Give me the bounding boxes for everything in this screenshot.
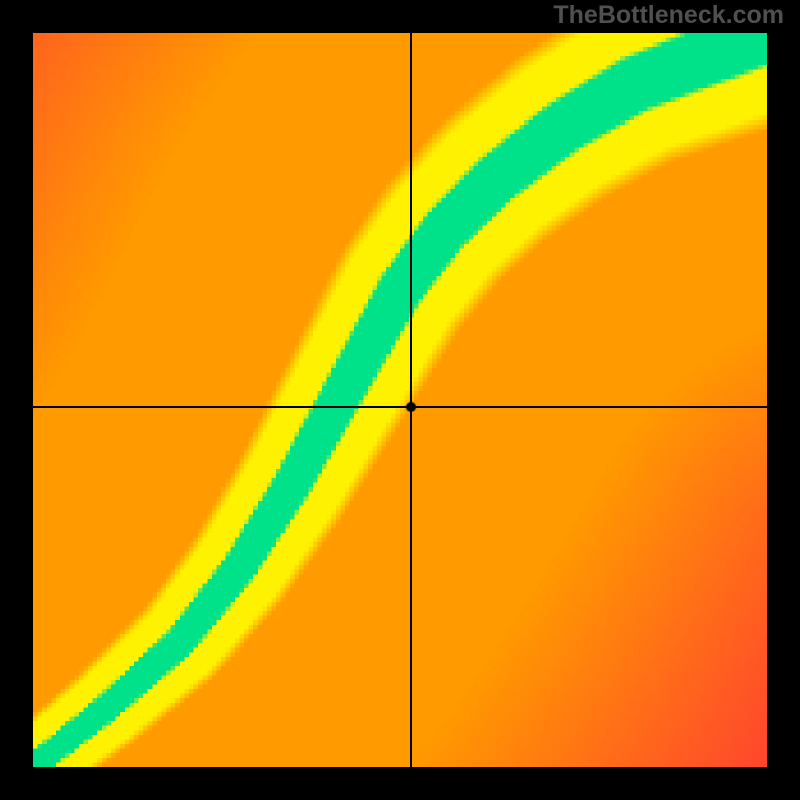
crosshair-horizontal <box>33 406 767 408</box>
crosshair-vertical <box>410 33 412 767</box>
crosshair-dot <box>405 401 417 413</box>
bottleneck-heatmap <box>33 33 767 767</box>
watermark-text: TheBottleneck.com <box>553 1 784 30</box>
